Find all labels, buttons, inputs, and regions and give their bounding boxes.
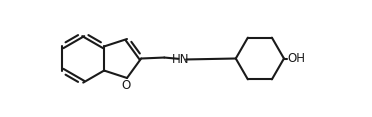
Text: OH: OH	[288, 52, 306, 65]
Text: O: O	[121, 79, 130, 91]
Text: HN: HN	[172, 53, 190, 66]
